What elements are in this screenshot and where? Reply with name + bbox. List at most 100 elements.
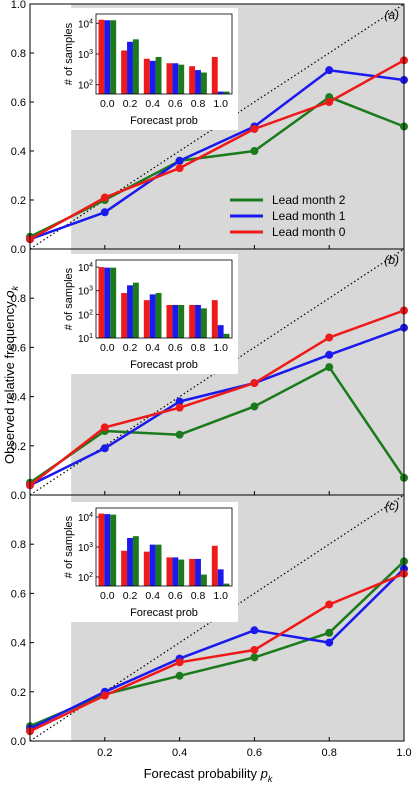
- inset-bar-lead-month-0: [211, 545, 218, 586]
- series-line-lead-month-0: [29, 309, 405, 487]
- legend-label: Lead month 1: [272, 209, 346, 223]
- skill-region-lower: [71, 604, 404, 741]
- data-point-lead-month-0: [250, 124, 259, 133]
- inset-y-tick-label: 103: [78, 542, 93, 554]
- inset-x-tick-label: 0.0: [100, 590, 115, 602]
- data-point-lead-month-0: [175, 164, 184, 173]
- inset-bar-lead-month-1: [217, 569, 224, 586]
- inset-x-tick-label: 1.0: [213, 590, 228, 602]
- data-point-lead-month-1: [325, 638, 334, 647]
- inset-bar-lead-month-1: [104, 20, 111, 94]
- panel-label: (c): [385, 499, 399, 513]
- inset-bar-lead-month-0: [143, 58, 150, 94]
- inset-bar-lead-month-1: [149, 60, 156, 94]
- y-tick-label: 0.0: [11, 244, 26, 256]
- inset-bar-lead-month-2: [110, 514, 117, 586]
- series-line-lead-month-0: [29, 59, 405, 241]
- data-point-lead-month-0: [175, 403, 184, 412]
- inset-bar-lead-month-1: [127, 537, 133, 586]
- inset-bar-lead-month-1: [149, 294, 156, 338]
- data-point-lead-month-2: [175, 671, 184, 680]
- x-axis-title: Forecast probability pk: [144, 766, 273, 784]
- inset-x-tick-label: 0.4: [145, 98, 160, 110]
- y-tick-label: 0.2: [11, 195, 26, 207]
- series-line-lead-month-1: [29, 326, 405, 487]
- inset-x-axis-title: Forecast prob: [130, 607, 198, 619]
- inset-x-axis-title: Forecast prob: [130, 115, 198, 127]
- inset-y-tick-label: 103: [78, 286, 93, 298]
- inset-y-tick-label: 103: [78, 49, 93, 61]
- y-tick-label: 0.6: [11, 97, 26, 109]
- inset-bar-lead-month-0: [121, 50, 128, 94]
- inset-bar-lead-month-1: [195, 304, 201, 338]
- inset-bar-lead-month-0: [121, 550, 128, 586]
- data-point-lead-month-0: [175, 658, 184, 667]
- inset-bar-lead-month-2: [155, 56, 162, 94]
- data-point-lead-month-0: [325, 98, 334, 106]
- y-tick-label: 1.0: [11, 0, 26, 11]
- inset-bar-lead-month-2: [178, 64, 185, 94]
- data-point-lead-month-1: [250, 626, 259, 635]
- y-tick-label: 0.4: [11, 638, 26, 650]
- inset-bar-lead-month-0: [98, 513, 105, 586]
- y-tick-label: 0.4: [11, 146, 26, 158]
- data-point-lead-month-0: [100, 193, 109, 202]
- y-tick-label: 0.8: [11, 539, 26, 551]
- inset-x-tick-label: 0.0: [100, 342, 115, 354]
- y-tick-label: 0.2: [11, 441, 26, 453]
- inset-frame: [95, 259, 233, 339]
- legend: Lead month 2 Lead month 1 Lead month 0: [230, 193, 346, 239]
- inset-bar-lead-month-1: [172, 557, 179, 586]
- inset-sample-count-chart: 0.0 0.2 0.4 0.6 0.8 1.0 102 103 104# of samples F…: [63, 502, 238, 622]
- inset-bar-lead-month-1: [127, 285, 133, 338]
- inset-x-tick-label: 0.2: [123, 342, 138, 354]
- inset-x-tick-label: 0.2: [123, 98, 138, 110]
- inset-bar-lead-month-1: [104, 267, 111, 338]
- inset-x-tick-label: 0.6: [168, 590, 183, 602]
- x-tick-label: 0.4: [172, 747, 187, 759]
- inset-x-tick-label: 0.6: [168, 98, 183, 110]
- series-line-lead-month-0: [29, 572, 405, 733]
- data-point-lead-month-2: [250, 147, 259, 155]
- data-point-lead-month-0: [100, 691, 109, 700]
- perfect-reliability-line: [29, 494, 405, 742]
- x-tick-label: 0.8: [322, 747, 337, 759]
- legend-label: Lead month 2: [272, 193, 346, 207]
- legend-label: Lead month 0: [272, 225, 346, 239]
- inset-sample-count-chart: 0.0 0.2 0.4 0.6 0.8 1.0 102 103 104# of samples F…: [63, 8, 238, 130]
- perfect-reliability-line: [29, 248, 405, 496]
- inset-y-tick-label: 101: [78, 333, 93, 345]
- inset-bar-lead-month-2: [132, 282, 139, 338]
- inset-bar-lead-month-0: [189, 304, 196, 338]
- inset-bar-lead-month-2: [155, 544, 162, 586]
- inset-bar-lead-month-2: [223, 583, 230, 586]
- inset-bar-lead-month-1: [195, 70, 201, 94]
- data-point-lead-month-0: [100, 423, 109, 432]
- inset-y-tick-label: 104: [78, 512, 93, 524]
- x-tick-label: 1.0: [396, 747, 411, 759]
- y-axis-title: Observed relative frequency ok: [2, 286, 20, 464]
- inset-bar-lead-month-2: [200, 574, 207, 586]
- inset-bar-lead-month-0: [211, 56, 218, 94]
- inset-bar-lead-month-2: [132, 39, 139, 94]
- data-point-lead-month-1: [325, 66, 334, 75]
- data-point-lead-month-0: [250, 645, 259, 654]
- inset-bar-lead-month-2: [223, 333, 230, 338]
- inset-y-tick-label: 104: [78, 262, 93, 274]
- series-line-lead-month-2: [29, 365, 406, 484]
- inset-bar-lead-month-0: [189, 66, 196, 94]
- inset-bar-lead-month-1: [217, 325, 224, 338]
- inset-bar-lead-month-2: [155, 293, 162, 338]
- inset-bar-lead-month-2: [110, 267, 117, 338]
- inset-y-tick-label: 102: [78, 572, 93, 584]
- inset-y-axis-title: # of samples: [63, 267, 75, 330]
- y-tick-label: 0.2: [11, 687, 26, 699]
- inset-bar-lead-month-0: [211, 300, 218, 338]
- skill-region-lower: [71, 358, 404, 495]
- data-point-lead-month-0: [325, 333, 334, 342]
- perfect-reliability-line: [29, 3, 405, 250]
- inset-bar-lead-month-1: [195, 558, 201, 586]
- inset-x-tick-label: 0.8: [191, 342, 206, 354]
- data-point-lead-month-1: [175, 397, 184, 406]
- data-point-lead-month-1: [100, 444, 109, 453]
